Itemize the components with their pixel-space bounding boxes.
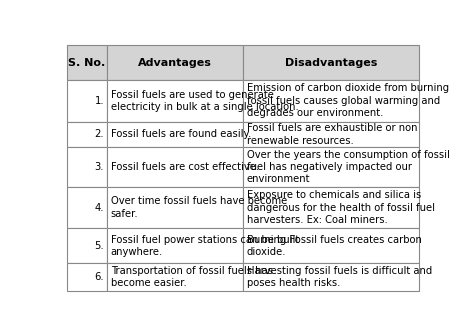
Bar	[243, 45, 419, 80]
Text: Advantages: Advantages	[138, 58, 212, 68]
Bar	[66, 80, 107, 122]
Text: Fossil fuels are found easily.: Fossil fuels are found easily.	[111, 130, 251, 140]
Bar	[107, 45, 243, 80]
Bar	[107, 122, 243, 148]
Text: Fossil fuels are used to generate
electricity in bulk at a single location.: Fossil fuels are used to generate electr…	[111, 90, 299, 112]
Text: Emission of carbon dioxide from burning
fossil fuels causes global warming and
d: Emission of carbon dioxide from burning …	[246, 83, 449, 118]
Bar	[66, 263, 107, 291]
Bar	[66, 228, 107, 263]
Bar	[243, 80, 419, 122]
Bar	[107, 263, 243, 291]
Text: Disadvantages: Disadvantages	[285, 58, 377, 68]
Text: Fossil fuel power stations can be built
anywhere.: Fossil fuel power stations can be built …	[111, 234, 299, 257]
Bar	[66, 122, 107, 148]
Bar	[243, 187, 419, 228]
Text: 5.: 5.	[95, 241, 104, 251]
Text: 6.: 6.	[95, 272, 104, 282]
Text: Transportation of fossil fuels has
become easier.: Transportation of fossil fuels has becom…	[111, 266, 273, 288]
Text: S. No.: S. No.	[68, 58, 106, 68]
Bar	[107, 187, 243, 228]
Text: Exposure to chemicals and silica is
dangerous for the health of fossil fuel
harv: Exposure to chemicals and silica is dang…	[246, 190, 435, 225]
Bar	[243, 122, 419, 148]
Bar	[66, 80, 107, 122]
Bar	[243, 148, 419, 187]
Text: Over the years the consumption of fossil
fuel has negatively impacted our
enviro: Over the years the consumption of fossil…	[246, 150, 449, 184]
Bar	[66, 187, 107, 228]
Bar	[66, 45, 107, 80]
Bar	[66, 45, 107, 80]
Text: Over time fossil fuels have become
safer.: Over time fossil fuels have become safer…	[111, 196, 287, 219]
Text: Burning Fossil fuels creates carbon
dioxide.: Burning Fossil fuels creates carbon diox…	[246, 234, 421, 257]
Bar	[243, 148, 419, 187]
Bar	[107, 80, 243, 122]
Text: 3.: 3.	[95, 162, 104, 172]
Text: Harvesting fossil fuels is difficult and
poses health risks.: Harvesting fossil fuels is difficult and…	[246, 266, 432, 288]
Bar	[107, 148, 243, 187]
Bar	[243, 263, 419, 291]
Bar	[107, 148, 243, 187]
Text: 2.: 2.	[95, 130, 104, 140]
Bar	[66, 228, 107, 263]
Bar	[243, 228, 419, 263]
Bar	[243, 228, 419, 263]
Text: Fossil fuels are exhaustible or non
renewable resources.: Fossil fuels are exhaustible or non rene…	[246, 123, 417, 146]
Bar	[107, 263, 243, 291]
Text: 4.: 4.	[95, 202, 104, 212]
Bar	[66, 263, 107, 291]
Bar	[107, 228, 243, 263]
Bar	[243, 122, 419, 148]
Bar	[66, 148, 107, 187]
Bar	[66, 122, 107, 148]
Bar	[243, 80, 419, 122]
Bar	[66, 187, 107, 228]
Bar	[243, 263, 419, 291]
Bar	[107, 228, 243, 263]
Bar	[107, 45, 243, 80]
Bar	[243, 45, 419, 80]
Bar	[107, 122, 243, 148]
Bar	[243, 187, 419, 228]
Bar	[107, 187, 243, 228]
Bar	[107, 80, 243, 122]
Text: 1.: 1.	[95, 96, 104, 106]
Bar	[66, 148, 107, 187]
Text: Fossil fuels are cost effective.: Fossil fuels are cost effective.	[111, 162, 259, 172]
